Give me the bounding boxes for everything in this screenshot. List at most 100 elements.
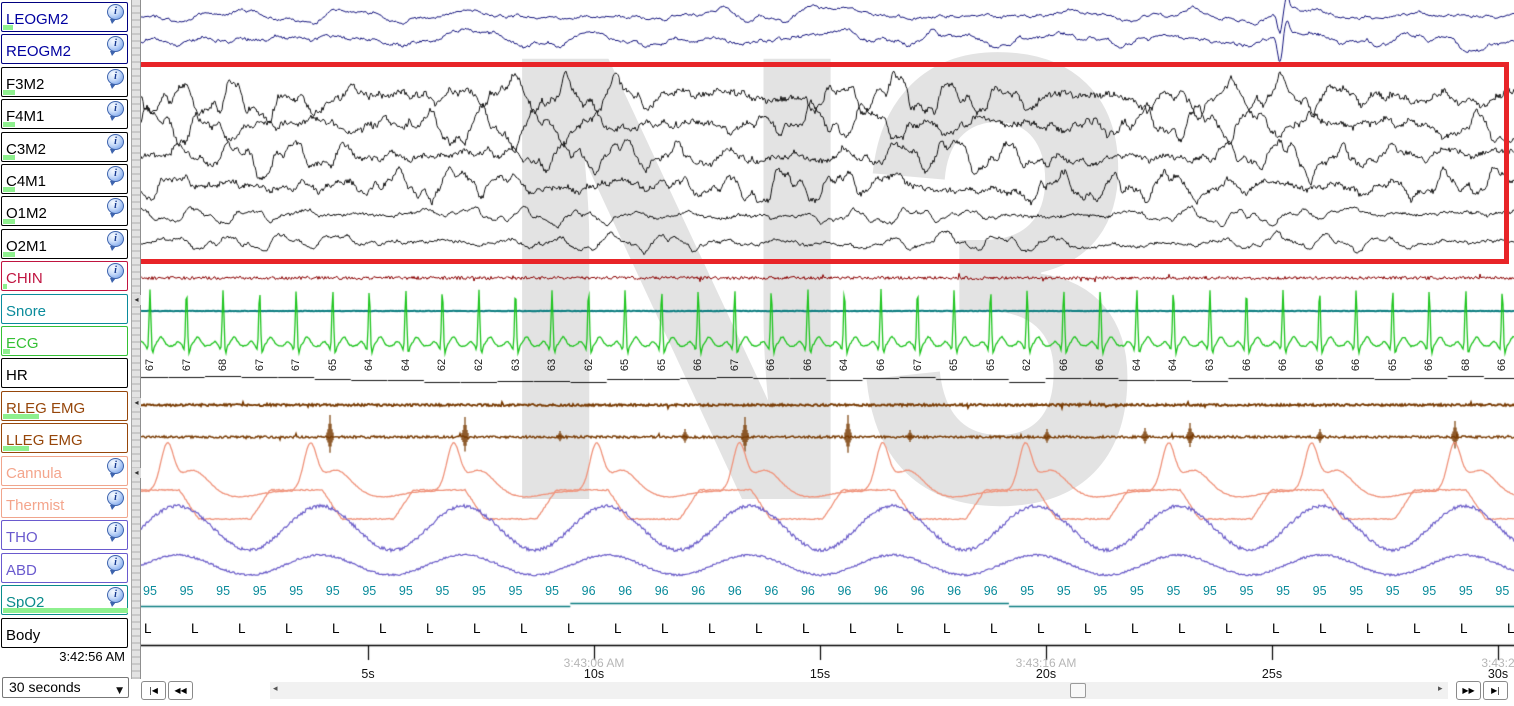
hr-value: 66 — [765, 358, 778, 372]
channel-row-ecg[interactable]: ECG — [1, 326, 128, 356]
spo2-value: 96 — [764, 584, 779, 598]
info-icon[interactable]: i — [107, 554, 124, 575]
collapse-arrow-icon[interactable]: ◂ — [132, 398, 141, 408]
channel-row-rleg-emg[interactable]: RLEG EMG — [1, 390, 128, 421]
channel-splitter[interactable]: ◂ ◂ ◂ — [131, 0, 141, 679]
collapse-arrow-icon[interactable]: ◂ — [132, 295, 141, 305]
spo2-value: 95 — [1056, 584, 1071, 598]
spo2-value: 96 — [691, 584, 706, 598]
info-icon[interactable]: i — [107, 36, 124, 57]
channel-row-c4m1[interactable]: C4M1 i — [1, 164, 128, 194]
spo2-value: 95 — [398, 584, 413, 598]
info-icon[interactable]: i — [107, 68, 124, 89]
info-icon[interactable]: i — [107, 230, 124, 251]
time-tick-label: 20s — [1035, 667, 1057, 679]
channel-row-body[interactable]: Body — [1, 617, 128, 648]
hr-value: 65 — [984, 358, 997, 372]
channel-row-c3m2[interactable]: C3M2 i — [1, 131, 128, 162]
channel-row-o2m1[interactable]: O2M1 i — [1, 228, 128, 259]
info-icon[interactable]: i — [107, 263, 124, 284]
spo2-value: 96 — [581, 584, 596, 598]
channel-row-f3m2[interactable]: F3M2 i — [1, 66, 128, 97]
spo2-value: 95 — [1458, 584, 1473, 598]
body-position-value: L — [990, 621, 998, 636]
body-position-value: L — [1131, 621, 1139, 636]
spo2-value: 95 — [435, 584, 450, 598]
body-position-value: L — [1507, 621, 1514, 636]
spo2-value: 95 — [1495, 584, 1510, 598]
channel-label: Snore — [6, 302, 47, 320]
spo2-value: 95 — [508, 584, 523, 598]
signal-level-meter — [3, 89, 15, 95]
hr-value: 62 — [472, 358, 485, 372]
channel-label: F3M2 — [6, 75, 45, 93]
spo2-value: 95 — [1202, 584, 1217, 598]
channel-label: SpO2 — [6, 594, 45, 612]
hr-value: 67 — [911, 358, 924, 372]
hr-value: 67 — [144, 358, 156, 372]
channel-row-lleg-emg[interactable]: LLEG EMG — [1, 423, 128, 454]
hr-value: 64 — [1130, 358, 1143, 372]
info-icon[interactable]: i — [107, 166, 124, 186]
signal-level-meter — [3, 251, 15, 257]
skip-start-button[interactable]: |◀ — [141, 681, 166, 700]
spo2-value: 95 — [216, 584, 231, 598]
info-icon[interactable]: i — [107, 101, 124, 122]
body-position-value: L — [755, 621, 763, 636]
scrollbar-thumb[interactable] — [1070, 683, 1086, 698]
body-position-value: L — [943, 621, 951, 636]
forward-button[interactable]: ▶▶ — [1456, 681, 1481, 700]
channel-row-o1m2[interactable]: O1M2 i — [1, 196, 128, 227]
timeline-scrollbar[interactable] — [270, 682, 1448, 699]
body-position-value: L — [1272, 621, 1280, 636]
hr-value: 67 — [253, 358, 266, 372]
info-icon[interactable]: i — [107, 133, 124, 154]
channel-row-f4m1[interactable]: F4M1 i — [1, 99, 128, 130]
spo2-value: 95 — [1312, 584, 1327, 598]
hr-value: 65 — [1386, 358, 1399, 372]
channel-row-tho[interactable]: THO i — [1, 520, 128, 551]
channel-row-cannula[interactable]: Cannula i — [1, 455, 128, 486]
hr-value: 65 — [326, 358, 339, 372]
channel-row-spo2[interactable]: SpO2 i — [1, 585, 128, 616]
body-position-value: L — [520, 621, 528, 636]
spo2-value: 95 — [1349, 584, 1364, 598]
info-icon[interactable]: i — [107, 490, 124, 510]
time-tick-label: 30s — [1487, 667, 1509, 679]
info-icon[interactable]: i — [107, 198, 124, 219]
body-position-value: L — [1460, 621, 1468, 636]
time-tick-label: 15s — [809, 667, 831, 679]
collapse-arrow-icon[interactable]: ◂ — [132, 468, 141, 478]
spo2-value: 96 — [837, 584, 852, 598]
channel-row-chin[interactable]: CHIN i — [1, 261, 128, 292]
info-icon[interactable]: i — [107, 457, 124, 478]
body-position-value: L — [1225, 621, 1233, 636]
spo2-value: 96 — [947, 584, 962, 598]
info-icon[interactable]: i — [107, 4, 124, 24]
channel-row-abd[interactable]: ABD i — [1, 552, 128, 583]
channel-row-leogm2[interactable]: LEOGM2 i — [1, 2, 128, 32]
hr-value: 67 — [728, 358, 741, 372]
spo2-value: 95 — [1276, 584, 1290, 598]
hr-value: 67 — [290, 358, 303, 372]
scroll-left-icon[interactable]: ◂ — [273, 684, 278, 694]
rewind-button[interactable]: ◀◀ — [168, 681, 193, 700]
hr-value: 62 — [436, 358, 449, 372]
skip-end-button[interactable]: ▶| — [1483, 681, 1508, 700]
channel-row-thermist[interactable]: Thermist i — [1, 488, 128, 518]
body-position-value: L — [1366, 621, 1374, 636]
spo2-value: 96 — [800, 584, 815, 598]
signal-level-meter — [3, 187, 15, 192]
channel-label: Body — [6, 626, 41, 644]
channel-row-snore[interactable]: Snore — [1, 293, 128, 324]
epoch-length-select[interactable]: 30 seconds ▼ — [2, 677, 129, 698]
time-tick-label: 25s — [1261, 667, 1283, 679]
hr-value: 63 — [509, 358, 522, 372]
hr-value: 66 — [1277, 358, 1290, 372]
scroll-right-icon[interactable]: ▸ — [1438, 684, 1443, 694]
channel-row-hr[interactable]: HR — [1, 358, 128, 389]
info-icon[interactable]: i — [107, 587, 124, 608]
channel-label: REOGM2 — [6, 43, 72, 61]
info-icon[interactable]: i — [107, 522, 124, 543]
channel-row-reogm2[interactable]: REOGM2 i — [1, 34, 128, 65]
